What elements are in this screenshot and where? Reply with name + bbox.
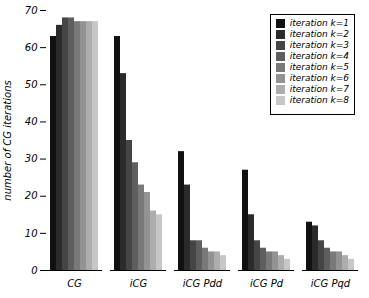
html-text:iteration k=8: iteration k=8 bbox=[289, 95, 349, 105]
svg-text:0: 0 bbox=[31, 265, 37, 276]
svg-text:iCG: iCG bbox=[130, 278, 148, 289]
svg-text:iCG Pdd: iCG Pdd bbox=[183, 278, 223, 289]
svg-text:20: 20 bbox=[25, 190, 38, 201]
svg-text:30: 30 bbox=[25, 153, 38, 164]
svg-text:iCG Pqd: iCG Pqd bbox=[311, 278, 351, 289]
svg-text:iCG Pd: iCG Pd bbox=[250, 278, 284, 289]
svg-text:40: 40 bbox=[25, 116, 38, 127]
html-text:iteration k=2: iteration k=2 bbox=[289, 29, 349, 39]
html-text:iteration k=4: iteration k=4 bbox=[289, 51, 349, 61]
html-text:iteration k=1: iteration k=1 bbox=[289, 18, 349, 28]
html-text:iteration k=5: iteration k=5 bbox=[289, 62, 349, 72]
html-text:iteration k=3: iteration k=3 bbox=[289, 40, 349, 50]
svg-text:number of CG iterations: number of CG iterations bbox=[2, 80, 13, 200]
svg-text:CG: CG bbox=[67, 278, 82, 289]
svg-text:60: 60 bbox=[25, 42, 38, 53]
svg-text:10: 10 bbox=[25, 228, 38, 239]
html-text:iteration k=7: iteration k=7 bbox=[289, 84, 349, 94]
svg-text:70: 70 bbox=[25, 5, 38, 16]
html-text:iteration k=6: iteration k=6 bbox=[289, 73, 349, 83]
svg-text:50: 50 bbox=[25, 79, 38, 90]
